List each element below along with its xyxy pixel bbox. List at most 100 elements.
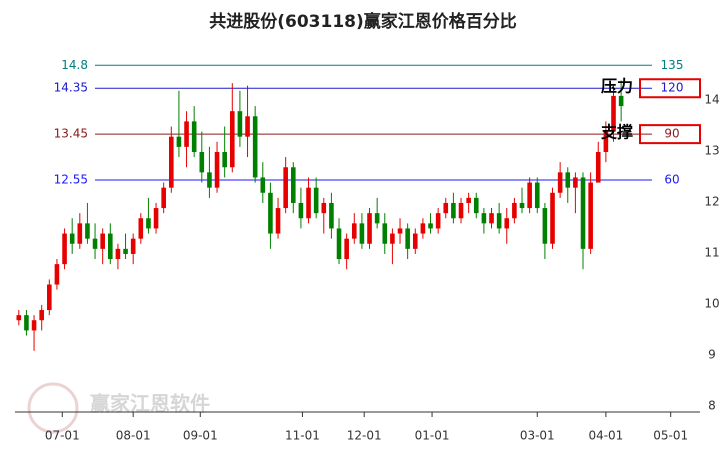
candle-body — [329, 202, 334, 229]
candle-body — [344, 238, 349, 260]
candle-body — [550, 192, 555, 244]
y-tick-label: 9 — [708, 348, 716, 362]
candle-body — [237, 111, 243, 137]
level-percent: 60 — [664, 173, 679, 187]
candle-body — [31, 320, 37, 331]
candle-body — [283, 167, 288, 209]
candle-body — [359, 223, 365, 244]
candle-body — [527, 182, 532, 209]
candle-body — [39, 310, 44, 321]
candle-body — [176, 136, 182, 147]
candle-body — [405, 228, 410, 249]
candle-body — [611, 95, 616, 132]
candle-body — [519, 202, 525, 209]
candle-body — [138, 218, 144, 239]
candle-body — [420, 223, 426, 234]
candle-body — [69, 233, 75, 244]
candle-body — [374, 213, 380, 224]
candle-body — [130, 238, 136, 254]
candle-body — [85, 223, 90, 239]
candle-body — [123, 248, 128, 254]
candle-body — [191, 121, 197, 152]
annotation-box — [639, 124, 701, 145]
x-tick-label: 03-01 — [520, 429, 555, 443]
candle-body — [108, 233, 113, 260]
y-tick-label: 12 — [704, 195, 719, 209]
candle-body — [451, 202, 456, 219]
level-price: 12.55 — [54, 173, 88, 187]
candle-body — [481, 213, 487, 224]
candle-body — [100, 233, 105, 249]
candle-body — [542, 208, 548, 244]
candle-body — [367, 213, 372, 244]
candle-body — [512, 202, 517, 219]
level-percent: 120 — [661, 81, 684, 95]
candle-body — [146, 218, 151, 229]
candle-body — [580, 177, 586, 249]
candle-body — [473, 197, 479, 214]
y-tick-label: 11 — [704, 246, 719, 260]
annotation: 支撑 — [600, 123, 633, 142]
candle-body — [161, 187, 166, 209]
candle-body — [458, 202, 464, 219]
candle-body — [184, 121, 189, 147]
candle-body — [62, 233, 67, 265]
candle-body — [306, 187, 311, 219]
candle-body — [77, 223, 83, 244]
candle-body — [534, 182, 540, 209]
y-tick-label: 10 — [704, 297, 719, 311]
candle-body — [435, 213, 441, 229]
level-percent: 90 — [664, 127, 679, 141]
x-tick-label: 08-01 — [116, 429, 151, 443]
x-tick-label: 04-01 — [588, 429, 623, 443]
candle-body — [245, 116, 250, 137]
candle-body — [588, 182, 593, 249]
x-tick-label: 12-01 — [347, 429, 382, 443]
candle-body — [428, 223, 433, 229]
candle-body — [412, 233, 418, 249]
candle-body — [466, 197, 471, 203]
candle-body — [268, 192, 273, 234]
level-price: 14.35 — [54, 81, 88, 95]
candle-body — [443, 202, 449, 214]
candle-body — [565, 172, 571, 188]
candle-body — [397, 228, 403, 234]
candle-body — [115, 248, 121, 260]
candle-body — [390, 233, 395, 244]
y-tick-label: 8 — [708, 399, 716, 413]
candle-body — [54, 264, 60, 285]
candle-body — [24, 315, 29, 331]
candle-body — [489, 213, 494, 224]
candle-body — [336, 228, 342, 260]
candle-body — [222, 151, 227, 168]
candle-body — [603, 131, 609, 152]
candle-body — [47, 284, 52, 311]
candle-body — [199, 151, 205, 173]
level-price: 14.8 — [61, 58, 88, 72]
candle-body — [557, 172, 563, 193]
candle-body — [260, 177, 266, 193]
chart-title: 共进股份(603118)赢家江恩价格百分比 — [209, 11, 517, 32]
candle-body — [92, 238, 98, 249]
candle-body — [207, 172, 212, 188]
candle-body — [229, 111, 235, 168]
watermark-logo — [27, 382, 79, 434]
annotation-box — [639, 78, 701, 99]
candle-body — [313, 187, 319, 214]
candle-body — [573, 177, 578, 188]
level-percent: 135 — [661, 58, 684, 72]
annotation: 压力 — [601, 77, 633, 96]
candle-body — [153, 208, 159, 229]
candle-body — [382, 223, 388, 244]
x-tick-label: 09-01 — [183, 429, 218, 443]
x-tick-label: 11-01 — [285, 429, 320, 443]
candle-body — [618, 95, 624, 107]
candle-body — [290, 167, 296, 203]
y-tick-label: 13 — [704, 144, 719, 158]
x-tick-label: 07-01 — [45, 429, 80, 443]
candle-body — [298, 202, 304, 219]
candle-body — [321, 202, 327, 214]
candle-body — [496, 213, 502, 229]
candle-body — [275, 208, 281, 234]
